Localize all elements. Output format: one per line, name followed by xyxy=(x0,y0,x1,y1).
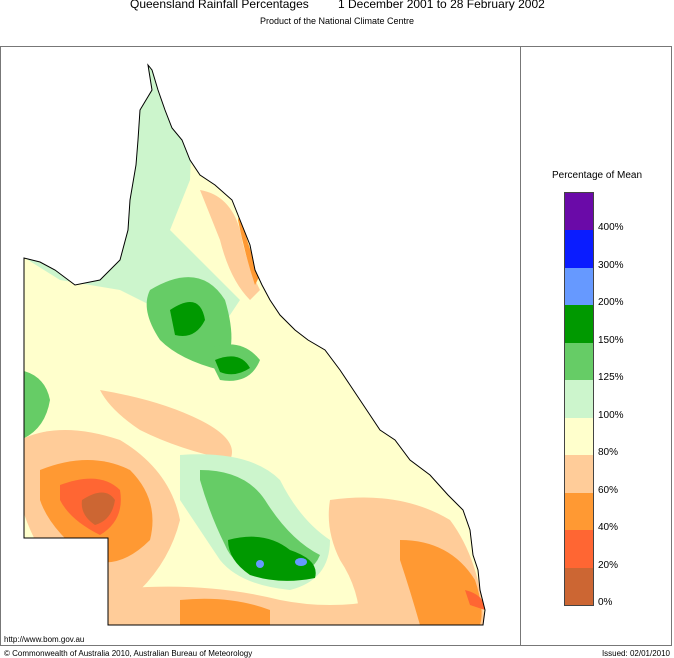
legend-swatch xyxy=(565,530,593,568)
zone-125-150-west xyxy=(24,370,50,440)
zone-150-200-north xyxy=(170,302,205,336)
legend-swatch xyxy=(565,305,593,343)
zone-20-40-southeast xyxy=(465,590,485,610)
zone-0-20-southwest xyxy=(81,492,115,525)
zone-200-300-south-a xyxy=(256,560,264,568)
title-region: Queensland Rainfall Percentages xyxy=(130,0,309,11)
title-period: 1 December 2001 to 28 February 2002 xyxy=(338,0,545,11)
copyright-text: © Commonwealth of Australia 2010, Austra… xyxy=(4,649,253,658)
legend-colorbar xyxy=(564,192,594,606)
map-subtitle: Product of the National Climate Centre xyxy=(259,16,415,26)
queensland-rainfall-map xyxy=(23,63,486,626)
legend-tick-label: 125% xyxy=(598,372,624,384)
legend-tick-label: 60% xyxy=(598,484,619,496)
legend-tick-label: 200% xyxy=(598,297,624,309)
legend-tick-label: 20% xyxy=(598,559,619,571)
zone-60-80-east-coast xyxy=(200,190,260,300)
issued-date: Issued: 02/01/2010 xyxy=(601,649,670,658)
legend-swatch xyxy=(565,492,593,531)
legend-tick-label: 400% xyxy=(598,222,624,234)
legend-swatch xyxy=(565,267,593,306)
legend-title: Percentage of Mean xyxy=(551,170,643,181)
queensland-outline xyxy=(23,63,486,626)
legend-tick-label: 300% xyxy=(598,259,624,271)
zone-40-60-southeast xyxy=(400,540,482,625)
legend-tick-label: 100% xyxy=(598,409,624,421)
legend-swatch xyxy=(565,567,593,605)
legend-tick-label: 0% xyxy=(598,597,613,608)
legend-swatch xyxy=(565,455,593,493)
legend-swatch xyxy=(565,417,593,456)
legend-tick-label: 80% xyxy=(598,447,619,459)
zone-60-80-central xyxy=(100,390,232,460)
legend-divider xyxy=(520,46,521,646)
map-title: Queensland Rainfall Percentages 1 Decemb… xyxy=(0,0,674,14)
zone-150-200-south xyxy=(228,536,316,581)
zone-200-300-south-b xyxy=(295,558,307,566)
rainfall-zones xyxy=(24,65,485,625)
map-frame xyxy=(0,46,672,646)
legend-tick-label: 150% xyxy=(598,334,624,346)
zone-150-200-central xyxy=(215,356,250,375)
legend-swatch xyxy=(565,342,593,381)
zone-40-60-south-border xyxy=(180,598,270,625)
legend-swatch xyxy=(565,380,593,418)
legend-swatch xyxy=(565,230,593,268)
legend-tick-label: 40% xyxy=(598,522,619,534)
legend-swatch xyxy=(565,193,593,231)
source-url: http://www.bom.gov.au xyxy=(4,635,85,644)
